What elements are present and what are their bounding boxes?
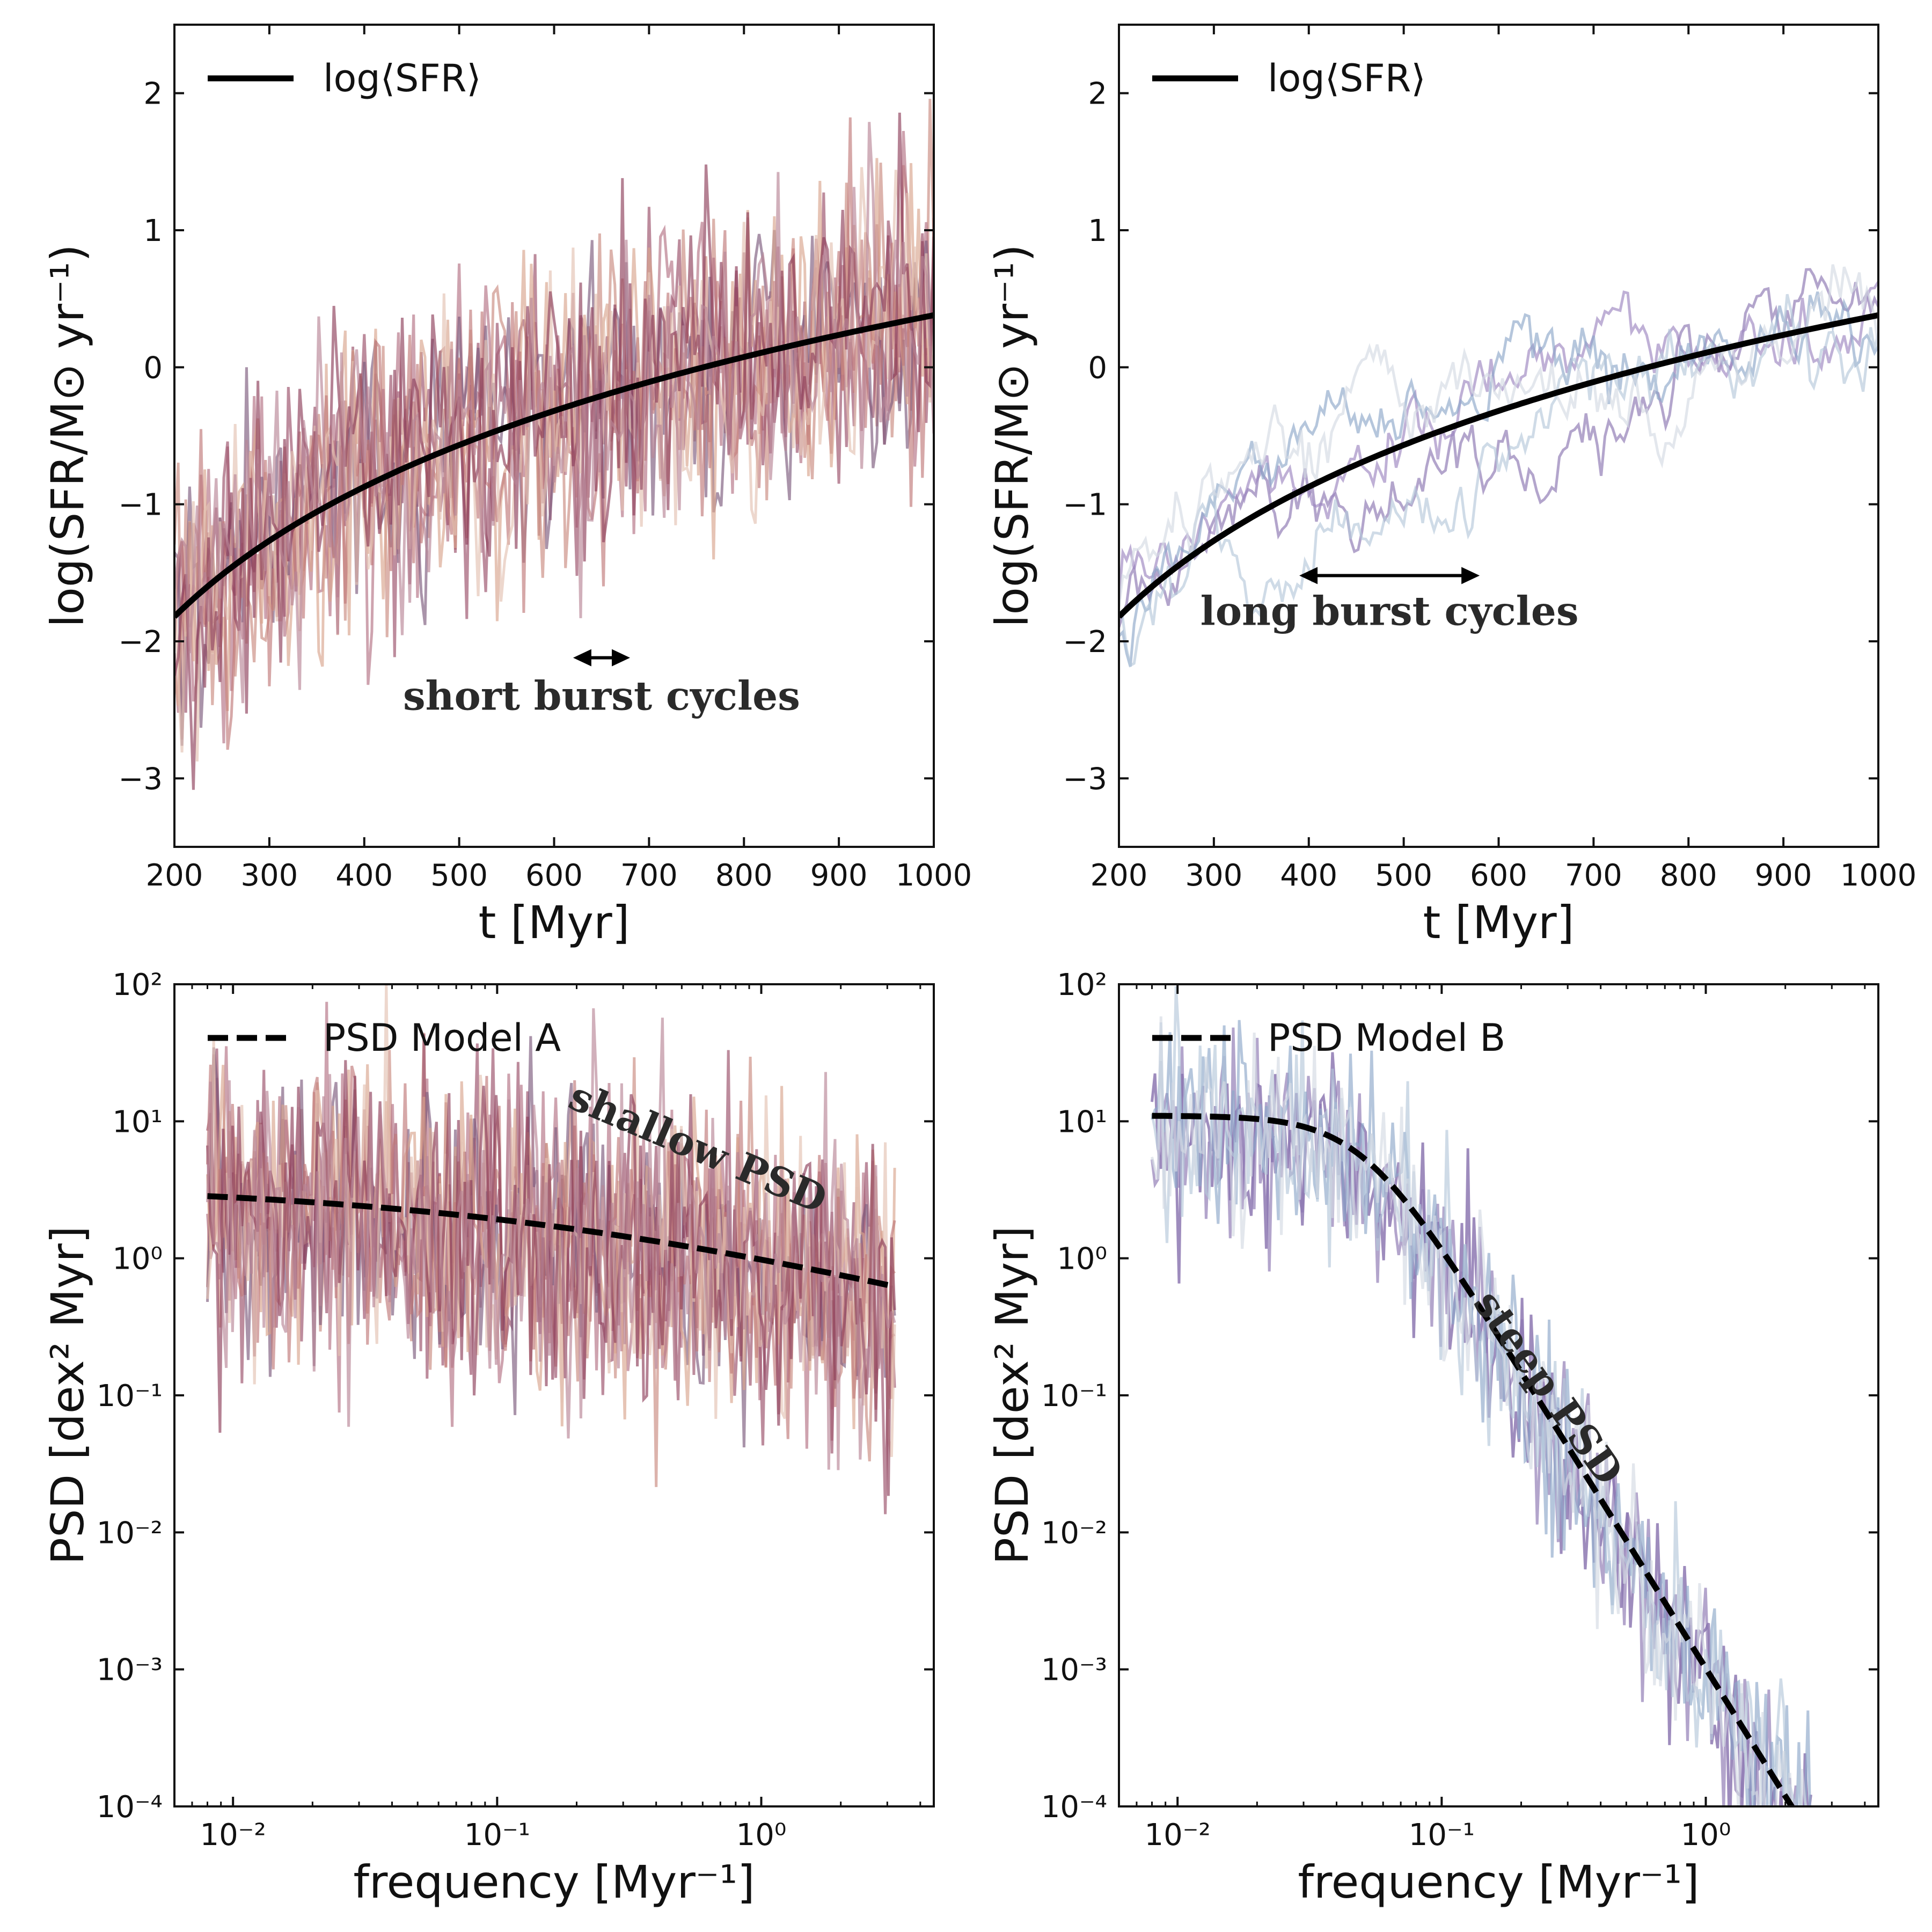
y-axis-label: log(SFR/M⊙ yr⁻¹) xyxy=(41,244,94,627)
y-tick-label: −2 xyxy=(118,625,163,660)
y-tick-label: 10² xyxy=(1057,968,1107,1002)
chart-bottom-left: 10⁻² 10⁻¹ 10⁰ 10⁻⁴ 10⁻³ 10⁻² 10⁻¹ 10⁰ 10¹ 10² freq… xyxy=(41,968,935,1908)
y-tick-label: 1 xyxy=(1088,214,1107,248)
chart-top-left: 200 300 400 500 600 700 800 900 1000 −3 −2 −1 0 1 2 t [… xyxy=(41,24,972,949)
x-tick-label: 900 xyxy=(810,858,868,893)
y-tick-label: 0 xyxy=(143,350,163,385)
y-tick-label: −1 xyxy=(118,488,163,523)
x-tick-label: 600 xyxy=(1470,858,1527,893)
series-5-line xyxy=(1151,1016,1807,1806)
x-tick-label: 400 xyxy=(335,858,393,893)
legend-label: log⟨SFR⟩ xyxy=(1268,56,1426,100)
series-4-line xyxy=(1119,294,1878,668)
x-tick-label: 10⁻² xyxy=(200,1818,266,1853)
x-tick-label: 10⁰ xyxy=(1681,1818,1731,1853)
plot-area xyxy=(1119,264,1878,668)
y-axis-label: PSD [dex² Myr] xyxy=(41,1226,94,1564)
x-axis-label: t [Myr] xyxy=(1423,896,1575,949)
series-9-line xyxy=(174,122,934,704)
y-tick-label: 10⁻² xyxy=(1041,1516,1107,1550)
x-tick-label: 10⁻¹ xyxy=(464,1818,530,1853)
y-tick-label: 10⁻⁴ xyxy=(1041,1790,1107,1825)
plot-area xyxy=(1151,986,1812,1806)
y-tick-label: 10⁻¹ xyxy=(1041,1379,1107,1414)
x-tick-label: 10⁻¹ xyxy=(1409,1818,1475,1853)
x-tick-label: 10⁰ xyxy=(736,1818,787,1853)
y-tick-label: 2 xyxy=(143,77,163,112)
x-tick-label: 200 xyxy=(146,858,203,893)
legend-label: PSD Model B xyxy=(1268,1016,1505,1060)
y-tick-label: 10⁰ xyxy=(112,1242,163,1277)
y-tick-label: 10¹ xyxy=(112,1104,163,1139)
x-tick-label: 700 xyxy=(1565,858,1622,893)
y-tick-label: 1 xyxy=(143,214,163,248)
x-tick-label: 1000 xyxy=(896,858,972,893)
mean-sfr-line xyxy=(1119,312,1878,619)
annotation-text: short burst cycles xyxy=(403,674,800,720)
y-tick-label: −2 xyxy=(1063,625,1107,660)
y-tick-label: 2 xyxy=(1088,77,1107,112)
x-tick-label: 400 xyxy=(1280,858,1337,893)
legend-label: PSD Model A xyxy=(323,1016,561,1060)
x-tick-label: 500 xyxy=(1375,858,1432,893)
y-axis-label: PSD [dex² Myr] xyxy=(986,1226,1038,1564)
x-tick-label: 10⁻² xyxy=(1145,1818,1211,1853)
y-tick-label: 10⁻³ xyxy=(97,1653,163,1688)
x-tick-label: 300 xyxy=(1185,858,1242,893)
series-5-line xyxy=(1119,264,1878,608)
y-tick-label: −1 xyxy=(1063,488,1107,523)
x-tick-label: 600 xyxy=(525,858,583,893)
x-tick-label: 900 xyxy=(1755,858,1812,893)
chart-top-right: 200 300 400 500 600 700 800 900 1000 −3 −2 −1 0 1 2 t [… xyxy=(986,24,1917,949)
x-tick-label: 800 xyxy=(1660,858,1717,893)
chart-bottom-right: 10⁻² 10⁻¹ 10⁰ 10⁻⁴ 10⁻³ 10⁻² 10⁻¹ 10⁰ 10¹ 10² freq… xyxy=(986,968,1879,1908)
y-tick-label: 10⁻¹ xyxy=(97,1379,163,1414)
arrow-head-right xyxy=(1461,567,1480,584)
x-tick-label: 500 xyxy=(430,858,488,893)
y-tick-label: 10¹ xyxy=(1057,1104,1107,1139)
series-8-line xyxy=(174,112,934,790)
series-1-line xyxy=(1151,1052,1812,1806)
plot-area xyxy=(206,984,896,1514)
x-axis-label: frequency [Myr⁻¹] xyxy=(353,1856,755,1908)
x-tick-label: 1000 xyxy=(1840,858,1917,893)
x-tick-label: 700 xyxy=(620,858,678,893)
y-tick-label: 0 xyxy=(1088,350,1107,385)
annotation-text: long burst cycles xyxy=(1201,588,1579,634)
y-tick-label: 10⁻³ xyxy=(1041,1653,1107,1688)
y-tick-label: 10⁻⁴ xyxy=(97,1790,163,1825)
arrow-head-left xyxy=(1299,567,1318,584)
x-axis-label: frequency [Myr⁻¹] xyxy=(1298,1856,1699,1908)
series-1-line xyxy=(1119,268,1878,628)
y-tick-label: 10⁻² xyxy=(97,1516,163,1550)
x-tick-label: 200 xyxy=(1091,858,1148,893)
series-2-line xyxy=(1119,281,1878,600)
x-tick-label: 300 xyxy=(240,858,298,893)
arrow-head-left xyxy=(573,649,591,667)
x-tick-label: 800 xyxy=(715,858,773,893)
y-axis-label: log(SFR/M⊙ yr⁻¹) xyxy=(986,244,1038,627)
mean-sfr-line xyxy=(174,312,934,619)
y-tick-label: 10⁰ xyxy=(1057,1242,1107,1277)
axes-frame xyxy=(1118,24,1879,848)
arrow-head-right xyxy=(612,649,630,667)
y-tick-label: −3 xyxy=(118,762,163,796)
y-tick-label: 10² xyxy=(112,968,163,1002)
psd-model-line xyxy=(1152,1113,1796,1806)
series-9-line xyxy=(206,1008,896,1470)
plot-area xyxy=(174,99,934,790)
y-tick-label: −3 xyxy=(1063,762,1107,796)
legend-label: log⟨SFR⟩ xyxy=(323,56,481,100)
x-axis-label: t [Myr] xyxy=(479,896,630,949)
